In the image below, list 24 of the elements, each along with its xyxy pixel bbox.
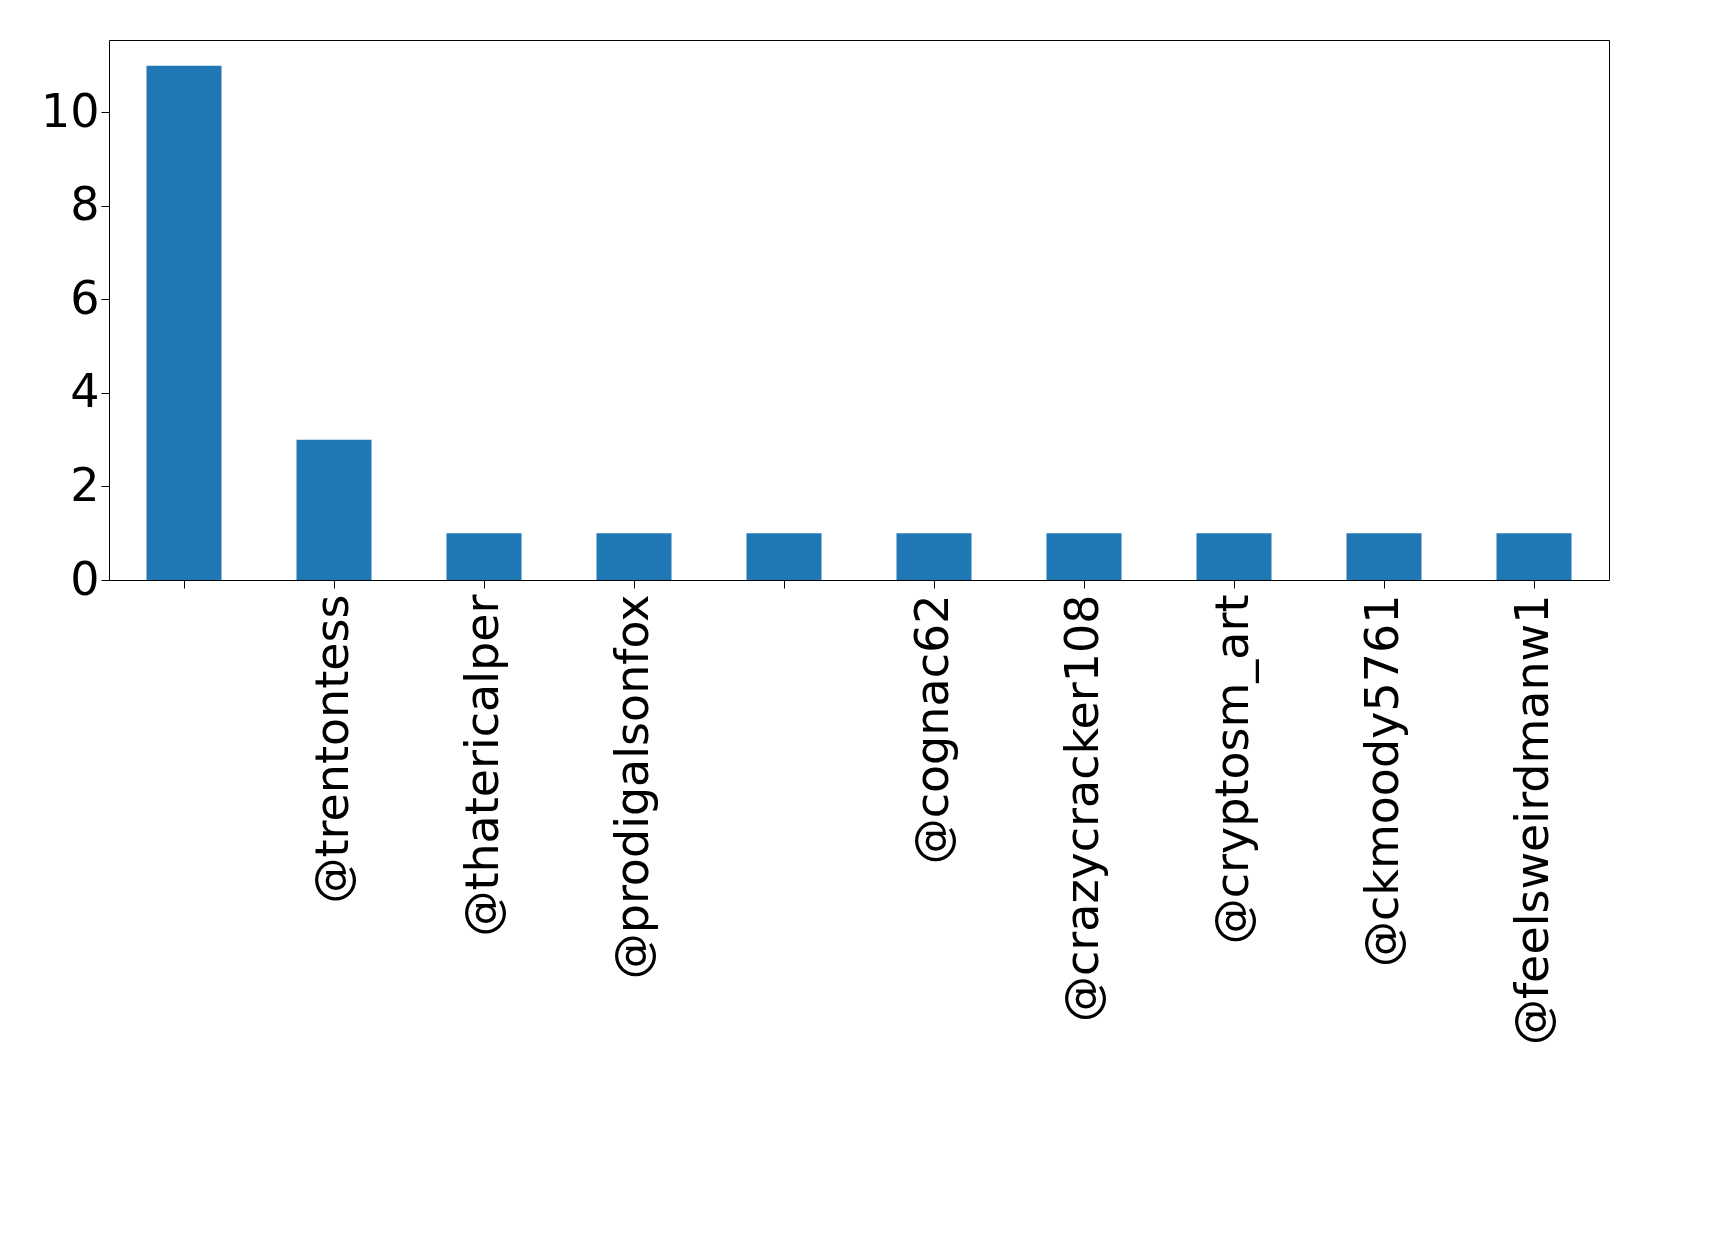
bar [146, 65, 222, 580]
x-tick-label: @prodigalsonfox [605, 594, 659, 980]
x-tick-label: @feelsweirdmanw1 [1505, 594, 1559, 1046]
bar [896, 533, 972, 580]
bar [1346, 533, 1422, 580]
x-tick-label: @cognac62 [905, 594, 959, 865]
bar [1496, 533, 1572, 580]
y-tick-label: 6 [70, 270, 100, 325]
x-tick-label: @ckmoody5761 [1355, 594, 1409, 968]
y-tick-label: 0 [70, 551, 100, 606]
y-tick-label: 10 [40, 83, 100, 138]
bar [1046, 533, 1122, 580]
bar [596, 533, 672, 580]
x-tick-label: @thatericalper [455, 594, 509, 937]
x-tick-label: @trentontess [305, 594, 359, 904]
bar [746, 533, 822, 580]
y-tick-label: 2 [70, 457, 100, 512]
bar [1196, 533, 1272, 580]
bar [446, 533, 522, 580]
y-tick-label: 4 [70, 364, 100, 419]
x-tick-label: @crazycracker108 [1055, 594, 1109, 1022]
bar [296, 439, 372, 580]
y-tick-label: 8 [70, 177, 100, 232]
x-tick-label: @cryptosm_art [1205, 594, 1259, 945]
